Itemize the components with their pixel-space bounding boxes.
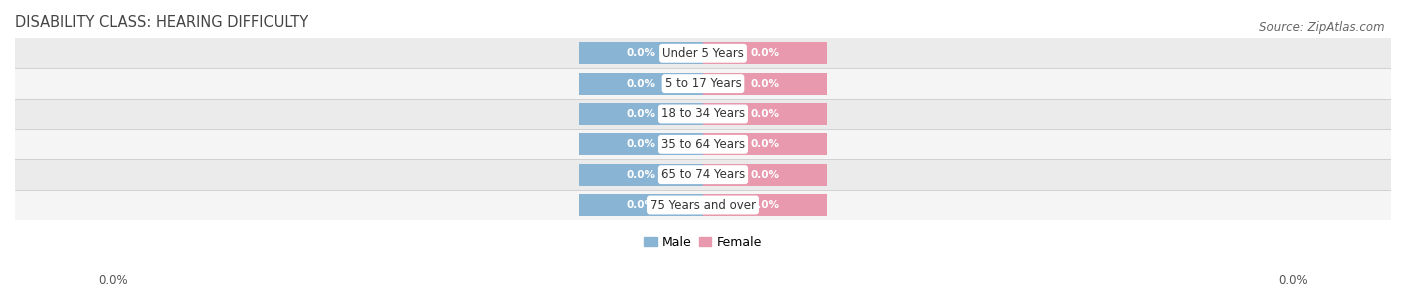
Text: 0.0%: 0.0% — [751, 139, 779, 149]
Text: 0.0%: 0.0% — [751, 48, 779, 58]
Text: 0.0%: 0.0% — [627, 200, 655, 210]
Bar — [579, 42, 703, 64]
Text: 5 to 17 Years: 5 to 17 Years — [665, 77, 741, 90]
Bar — [15, 129, 1391, 160]
Text: 0.0%: 0.0% — [751, 79, 779, 89]
Text: 75 Years and over: 75 Years and over — [650, 199, 756, 211]
Bar — [703, 42, 827, 64]
Bar — [15, 160, 1391, 190]
Bar — [579, 73, 703, 95]
Bar — [703, 194, 827, 216]
Text: 0.0%: 0.0% — [98, 274, 128, 287]
Bar — [15, 99, 1391, 129]
Text: 0.0%: 0.0% — [751, 109, 779, 119]
Text: 35 to 64 Years: 35 to 64 Years — [661, 138, 745, 151]
Text: 65 to 74 Years: 65 to 74 Years — [661, 168, 745, 181]
Bar — [703, 103, 827, 125]
Bar — [703, 164, 827, 185]
Text: 0.0%: 0.0% — [627, 139, 655, 149]
Text: 0.0%: 0.0% — [627, 48, 655, 58]
Legend: Male, Female: Male, Female — [640, 231, 766, 254]
Text: 0.0%: 0.0% — [627, 170, 655, 180]
Bar — [579, 133, 703, 155]
Bar — [579, 103, 703, 125]
Bar — [579, 194, 703, 216]
Text: 0.0%: 0.0% — [627, 109, 655, 119]
Text: 0.0%: 0.0% — [751, 200, 779, 210]
Text: Source: ZipAtlas.com: Source: ZipAtlas.com — [1260, 21, 1385, 34]
Text: 18 to 34 Years: 18 to 34 Years — [661, 107, 745, 120]
Bar — [703, 73, 827, 95]
Text: 0.0%: 0.0% — [627, 79, 655, 89]
Bar — [579, 164, 703, 185]
Bar — [15, 68, 1391, 99]
Text: Under 5 Years: Under 5 Years — [662, 47, 744, 60]
Text: 0.0%: 0.0% — [751, 170, 779, 180]
Bar — [703, 133, 827, 155]
Text: DISABILITY CLASS: HEARING DIFFICULTY: DISABILITY CLASS: HEARING DIFFICULTY — [15, 15, 308, 30]
Text: 0.0%: 0.0% — [1278, 274, 1308, 287]
Bar — [15, 38, 1391, 68]
Bar — [15, 190, 1391, 220]
